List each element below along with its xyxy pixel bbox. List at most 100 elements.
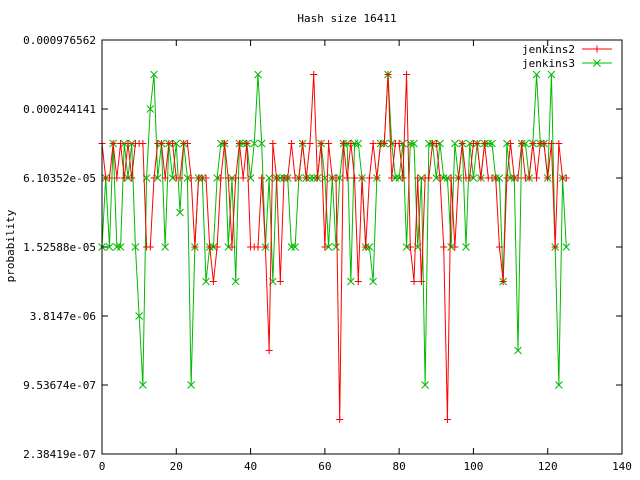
data-point bbox=[343, 139, 351, 148]
data-point bbox=[466, 174, 474, 182]
data-point bbox=[540, 140, 548, 147]
data-point bbox=[128, 174, 136, 182]
data-point bbox=[113, 243, 121, 251]
data-point bbox=[544, 174, 552, 182]
data-point bbox=[402, 243, 411, 251]
data-point bbox=[139, 140, 147, 147]
data-point bbox=[120, 139, 129, 148]
data-point bbox=[187, 381, 195, 389]
data-point bbox=[124, 174, 132, 182]
data-point bbox=[473, 140, 481, 147]
data-point bbox=[365, 243, 374, 251]
data-point bbox=[257, 139, 266, 148]
data-point bbox=[228, 243, 236, 251]
data-point bbox=[232, 174, 240, 182]
data-point bbox=[127, 139, 136, 148]
data-point bbox=[347, 277, 355, 286]
data-point bbox=[168, 174, 177, 182]
data-point bbox=[395, 140, 403, 147]
data-point bbox=[209, 243, 218, 251]
data-point bbox=[465, 139, 474, 148]
data-point bbox=[443, 174, 452, 182]
data-point bbox=[172, 139, 181, 148]
data-point bbox=[239, 139, 247, 148]
data-point bbox=[421, 381, 429, 389]
data-point bbox=[351, 174, 359, 182]
data-point bbox=[146, 243, 154, 251]
data-point bbox=[518, 140, 526, 147]
data-point bbox=[503, 174, 511, 182]
data-point bbox=[593, 59, 601, 67]
x-tick-label: 40 bbox=[244, 460, 257, 473]
data-point bbox=[265, 347, 273, 354]
data-point bbox=[276, 174, 285, 182]
data-point bbox=[161, 174, 169, 182]
data-point bbox=[287, 243, 296, 251]
legend-label: jenkins3 bbox=[522, 57, 575, 70]
data-point bbox=[224, 174, 232, 182]
data-point bbox=[521, 139, 530, 148]
data-point bbox=[176, 208, 184, 217]
data-point bbox=[317, 140, 325, 147]
data-point bbox=[432, 174, 441, 182]
x-tick-label: 140 bbox=[612, 460, 632, 473]
data-point bbox=[443, 416, 451, 423]
x-tick-label: 0 bbox=[99, 460, 106, 473]
data-point bbox=[529, 140, 537, 147]
plot-frame bbox=[101, 39, 623, 455]
data-point bbox=[235, 140, 243, 147]
data-point bbox=[169, 140, 177, 147]
data-point bbox=[414, 174, 422, 182]
data-point bbox=[362, 243, 370, 251]
data-point bbox=[131, 243, 140, 251]
data-point bbox=[221, 140, 229, 147]
data-point bbox=[265, 174, 273, 182]
data-point bbox=[309, 174, 318, 182]
data-point bbox=[551, 243, 559, 251]
data-point bbox=[387, 139, 396, 148]
data-point bbox=[391, 174, 400, 182]
data-point bbox=[380, 140, 388, 147]
data-point bbox=[369, 277, 377, 286]
data-point bbox=[146, 105, 155, 113]
data-point bbox=[117, 140, 125, 147]
y-axis-label: probability bbox=[4, 209, 17, 282]
data-point bbox=[439, 174, 448, 182]
data-point bbox=[547, 70, 556, 79]
data-point bbox=[399, 174, 407, 182]
y-tick-label: 0.000244141 bbox=[23, 103, 96, 116]
data-point bbox=[436, 139, 444, 148]
series-jenkins2 bbox=[98, 71, 570, 423]
data-point bbox=[350, 139, 359, 148]
data-point bbox=[243, 140, 251, 147]
data-point bbox=[492, 174, 500, 182]
data-point bbox=[506, 174, 515, 182]
data-point bbox=[562, 174, 570, 182]
data-point bbox=[209, 278, 217, 285]
data-point bbox=[313, 174, 321, 182]
data-point bbox=[206, 243, 214, 251]
data-point bbox=[447, 243, 455, 251]
series-layer bbox=[98, 70, 571, 423]
data-point bbox=[455, 174, 463, 182]
data-point bbox=[458, 140, 466, 147]
x-tick-label: 20 bbox=[170, 460, 183, 473]
data-point bbox=[525, 174, 533, 182]
data-point bbox=[503, 139, 511, 148]
data-point bbox=[447, 174, 455, 182]
data-point bbox=[295, 174, 303, 182]
data-point bbox=[332, 243, 340, 251]
data-point bbox=[488, 139, 496, 148]
data-point bbox=[150, 174, 158, 182]
y-tick-label: 6.10352e-05 bbox=[23, 172, 96, 185]
data-point bbox=[395, 174, 403, 182]
data-point bbox=[217, 174, 225, 182]
data-point bbox=[425, 139, 433, 148]
chart-title: Hash size 16411 bbox=[297, 12, 396, 25]
data-point bbox=[432, 140, 440, 147]
data-point bbox=[150, 70, 158, 79]
data-point bbox=[202, 277, 210, 286]
x-tick-label: 100 bbox=[463, 460, 483, 473]
data-point bbox=[325, 140, 333, 147]
